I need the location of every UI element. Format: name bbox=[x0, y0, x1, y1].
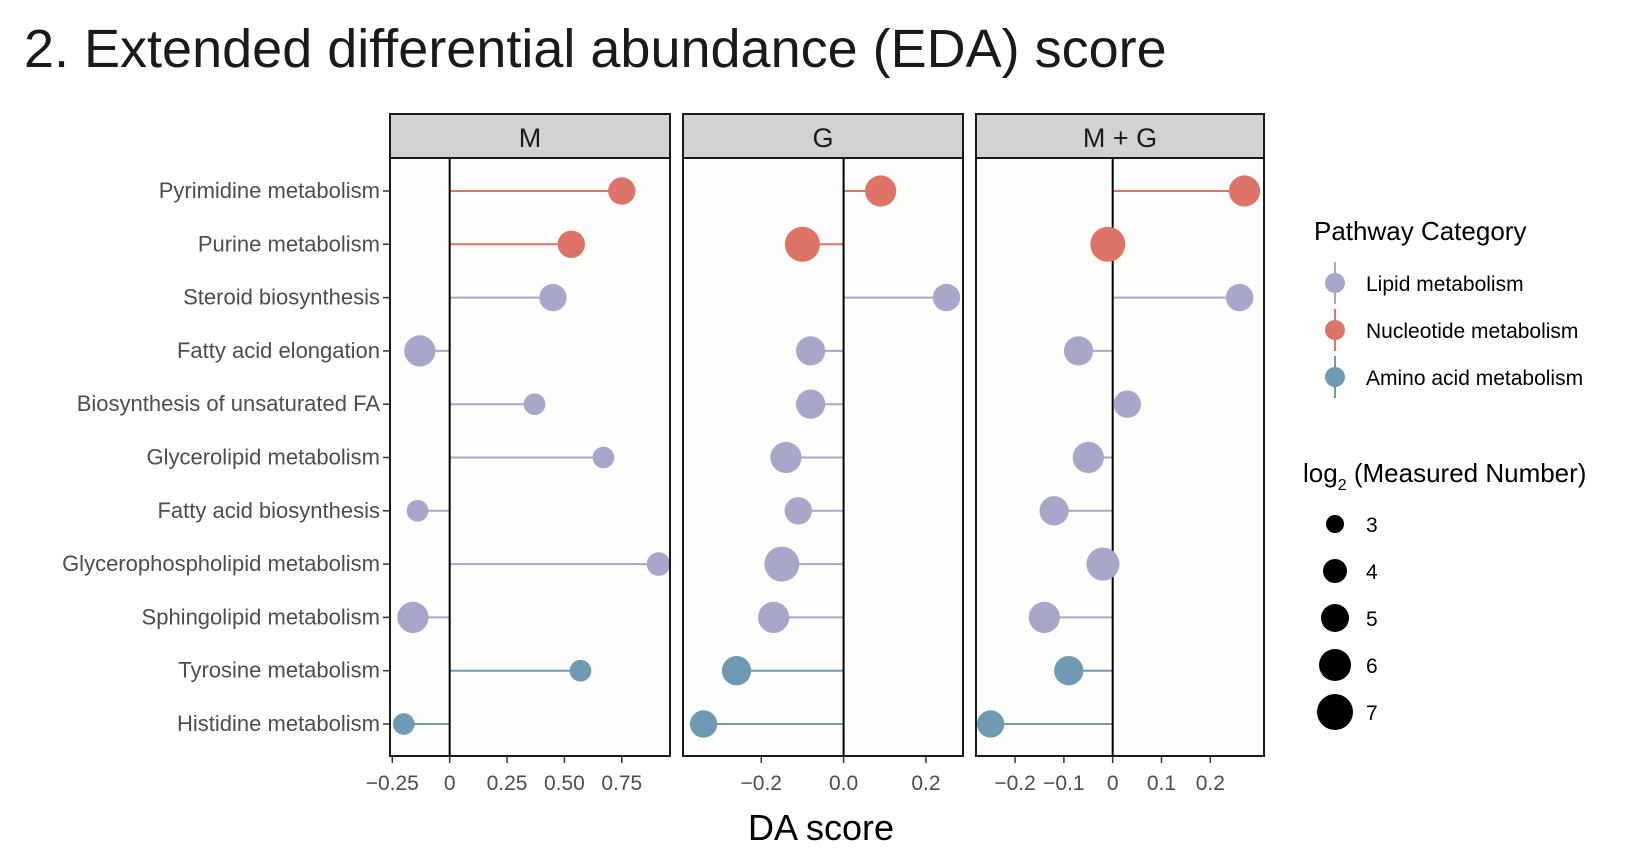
legend-size-label: 7 bbox=[1366, 702, 1378, 725]
lollipop-dot bbox=[1086, 547, 1120, 581]
legend-category-label: Amino acid metabolism bbox=[1366, 367, 1583, 390]
pathway-label: Glycerophospholipid metabolism bbox=[62, 551, 380, 576]
legend-size-label: 4 bbox=[1366, 561, 1378, 584]
lollipop-dot bbox=[569, 659, 592, 682]
x-tick-label: −0.1 bbox=[1043, 772, 1084, 795]
legend-size-label: 6 bbox=[1366, 655, 1378, 678]
page-title: 2. Extended differential abundance (EDA)… bbox=[24, 19, 1167, 79]
panel-border bbox=[975, 157, 1265, 757]
pathway-label: Sphingolipid metabolism bbox=[142, 604, 380, 629]
x-axis-title: DA score bbox=[748, 807, 894, 848]
lollipop-dot bbox=[764, 546, 800, 582]
panel-strip-label: M bbox=[519, 123, 542, 153]
x-tick-label: 0.25 bbox=[487, 772, 528, 795]
lollipop-dot bbox=[592, 446, 615, 469]
panel-background bbox=[976, 158, 1264, 756]
panels-layer: M−0.25 0 0.25 0.50 0.75G−0.2 0.0 0.2M + G−0.2−… bbox=[366, 113, 1265, 795]
legend-key-dot bbox=[1325, 273, 1345, 293]
lollipop-dot bbox=[523, 393, 546, 416]
x-tick-label: 0 bbox=[444, 772, 456, 795]
lollipop-dot bbox=[1228, 175, 1261, 207]
lollipop-dot bbox=[404, 335, 436, 367]
legend-size-dot bbox=[1319, 649, 1351, 681]
legend: Pathway Category Lipid metabolism Nucleoti… bbox=[1303, 216, 1586, 730]
pathway-label: Histidine metabolism bbox=[177, 711, 380, 736]
lollipop-dot bbox=[392, 713, 415, 735]
legend-key-dot bbox=[1325, 367, 1345, 387]
lollipop-dot bbox=[757, 601, 790, 634]
lollipop-dot bbox=[1113, 390, 1142, 418]
legend-size-title: log2 (Measured Number) bbox=[1303, 458, 1586, 494]
pathway-label: Glycerolipid metabolism bbox=[146, 445, 380, 470]
lollipop-dot bbox=[795, 336, 826, 366]
lollipop-dot bbox=[1039, 496, 1069, 526]
lollipop-dot bbox=[539, 283, 567, 312]
lollipop-dot bbox=[784, 497, 812, 525]
x-tick-label: 0.75 bbox=[601, 772, 642, 795]
lollipop-dot bbox=[689, 710, 718, 738]
legend-category-title: Pathway Category bbox=[1314, 216, 1526, 246]
panel-border bbox=[682, 157, 964, 757]
lollipop-dot bbox=[1028, 601, 1060, 634]
lollipop-dot bbox=[865, 175, 897, 207]
lollipop-dot bbox=[406, 499, 429, 522]
legend-size-label: 3 bbox=[1366, 514, 1378, 537]
pathway-label: Purine metabolism bbox=[198, 231, 380, 256]
lollipop-dot bbox=[976, 710, 1005, 738]
panel-strip-label: M + G bbox=[1083, 123, 1157, 153]
x-tick-label: 0 bbox=[1107, 772, 1119, 795]
legend-size-label: 5 bbox=[1366, 608, 1378, 631]
lollipop-dot bbox=[646, 552, 671, 576]
pathway-label: Fatty acid elongation bbox=[177, 338, 380, 363]
pathway-label: Steroid biosynthesis bbox=[183, 285, 380, 310]
lollipop-dot bbox=[932, 283, 961, 312]
lollipop-dot bbox=[557, 230, 586, 258]
x-tick-label: 0.50 bbox=[544, 772, 585, 795]
lollipop-dot bbox=[795, 389, 826, 419]
lollipop-dot bbox=[1072, 441, 1104, 474]
pathway-label: Tyrosine metabolism bbox=[178, 658, 380, 683]
x-tick-label: −0.2 bbox=[994, 772, 1035, 795]
panel-2: M + G −0.2 −0.1 0 0.1 0.2 bbox=[975, 113, 1265, 795]
x-tick-label: −0.25 bbox=[366, 772, 419, 795]
panel-strip bbox=[389, 113, 671, 159]
pathway-label: Fatty acid biosynthesis bbox=[157, 498, 380, 523]
panel-strip bbox=[975, 113, 1265, 159]
lollipop-dot bbox=[721, 656, 752, 686]
lollipop-dot bbox=[397, 601, 429, 634]
legend-size-dot bbox=[1317, 694, 1353, 730]
legend-size-dot bbox=[1323, 559, 1347, 583]
legend-key-dot bbox=[1325, 320, 1345, 340]
x-tick-label: 0.2 bbox=[1196, 772, 1225, 795]
x-tick-label: −0.2 bbox=[741, 772, 782, 795]
x-tick-label: 0.0 bbox=[829, 772, 858, 795]
x-tick-label: 0.1 bbox=[1147, 772, 1176, 795]
x-tick-label: 0.2 bbox=[911, 772, 940, 795]
panel-strip bbox=[682, 113, 964, 159]
pathway-labels: Pyrimidine metabolism Purine metabolism St… bbox=[62, 178, 390, 736]
lollipop-dot bbox=[770, 441, 802, 474]
legend-size-dot bbox=[1321, 604, 1349, 632]
legend-category-label: Lipid metabolism bbox=[1366, 273, 1524, 296]
lollipop-dot bbox=[608, 177, 636, 205]
panel-strip-label: G bbox=[812, 123, 833, 153]
lollipop-dot bbox=[1063, 336, 1094, 366]
legend-category-label: Nucleotide metabolism bbox=[1366, 320, 1578, 343]
lollipop-dot bbox=[1054, 656, 1084, 686]
lollipop-dot bbox=[784, 226, 820, 262]
legend-size-dot bbox=[1326, 515, 1344, 533]
panel-0: M −0.25 0 0.25 0.50 0.75 bbox=[366, 113, 671, 795]
pathway-label: Pyrimidine metabolism bbox=[159, 178, 380, 203]
pathway-label: Biosynthesis of unsaturated FA bbox=[77, 391, 381, 416]
panel-1: G −0.2 0.0 0.2 bbox=[682, 113, 964, 795]
lollipop-dot bbox=[1225, 283, 1254, 312]
lollipop-dot bbox=[1090, 226, 1126, 262]
